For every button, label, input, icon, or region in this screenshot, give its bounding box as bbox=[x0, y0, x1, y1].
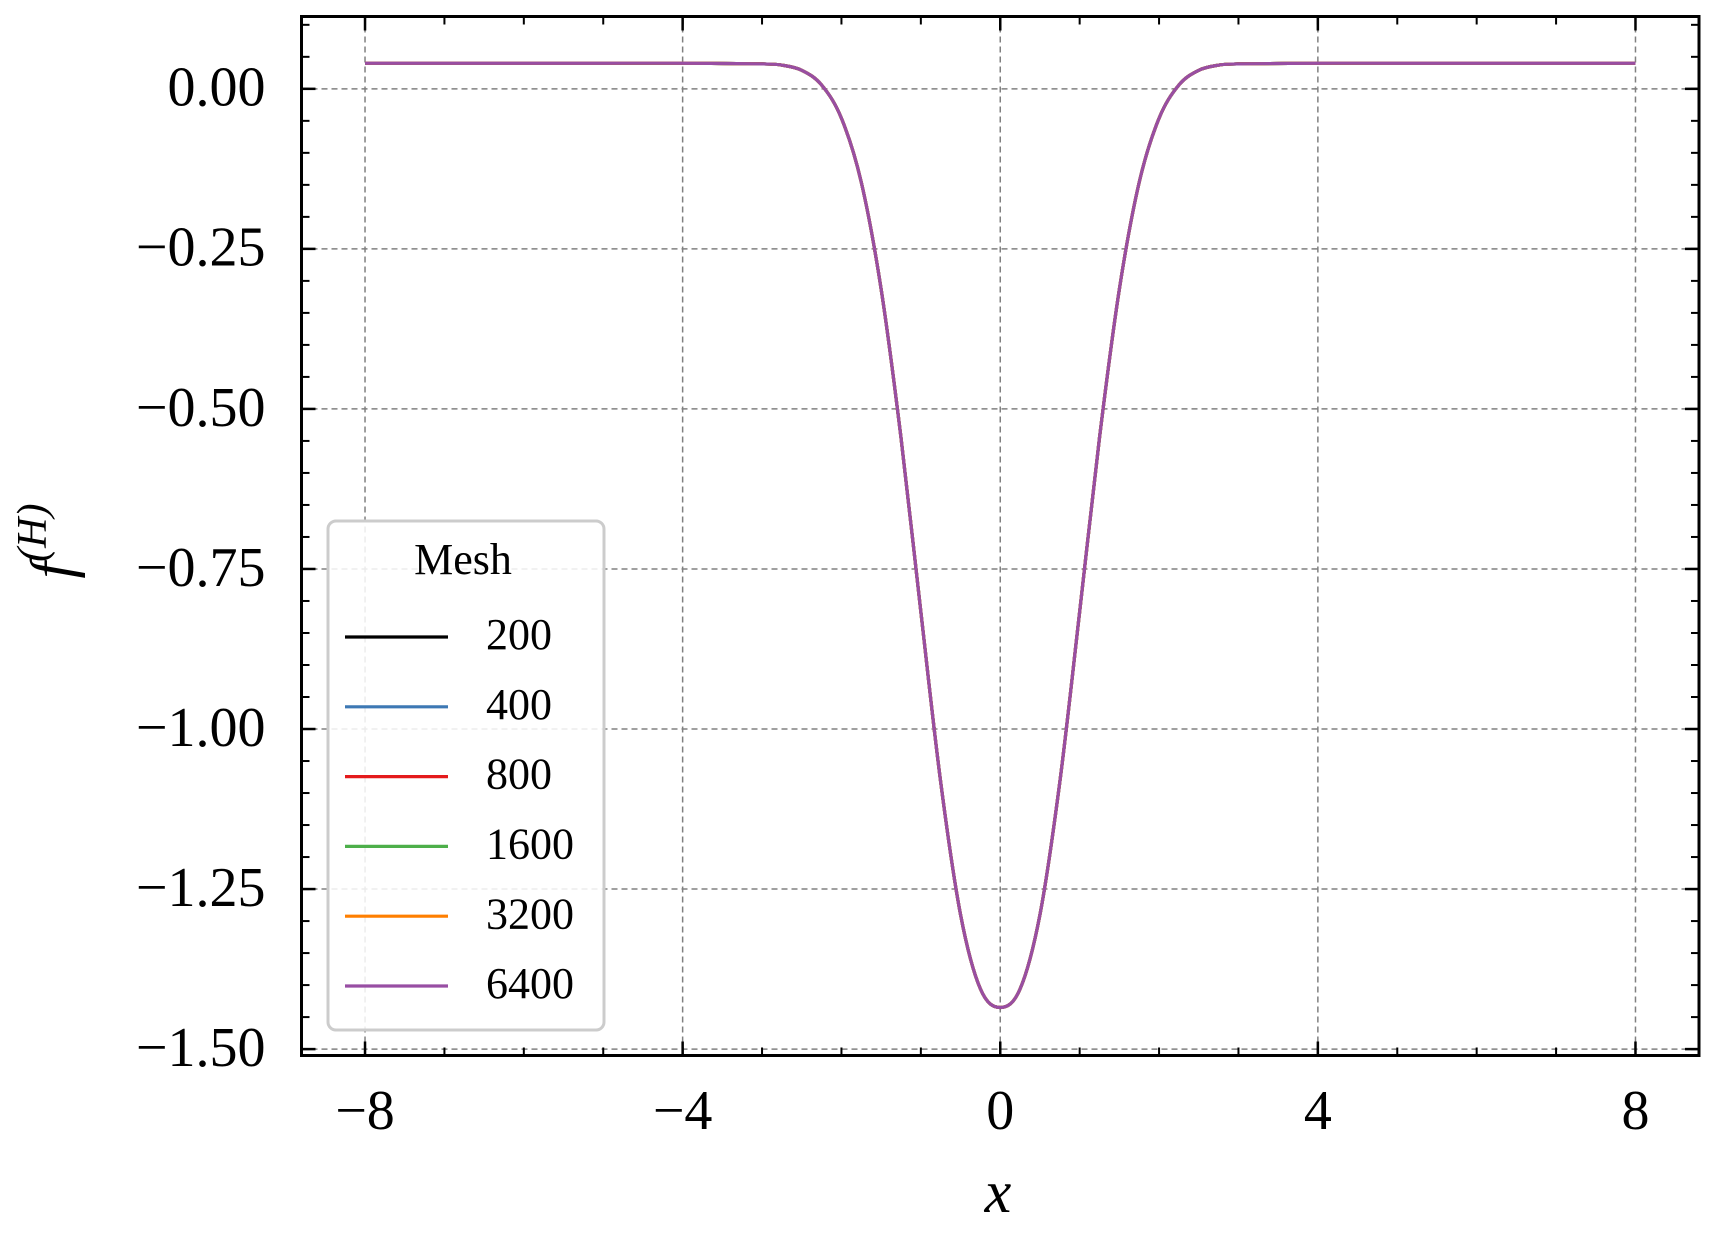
x-tick-label: −4 bbox=[653, 1080, 713, 1142]
legend-box bbox=[326, 519, 606, 1032]
y-tick-label: −1.50 bbox=[136, 1017, 266, 1079]
legend-label: 3200 bbox=[486, 889, 574, 938]
x-tick-label: 0 bbox=[986, 1080, 1014, 1142]
plot-lines bbox=[365, 61, 1636, 1010]
y-tick-label: −1.00 bbox=[136, 697, 266, 759]
legend-label: 800 bbox=[486, 750, 552, 799]
x-axis-label: x bbox=[984, 1159, 1012, 1225]
plot-frame bbox=[300, 15, 1701, 1057]
ticks: −8 −4 0 4 8 0.00 −0.25 −0.50 −0.75 −1.00 −1.25 −1.5… bbox=[136, 16, 1699, 1142]
legend-title: Mesh bbox=[414, 535, 512, 584]
x-tick-label: 4 bbox=[1304, 1080, 1332, 1142]
series-line bbox=[365, 61, 1636, 1010]
legend-label: 1600 bbox=[486, 819, 574, 868]
legend-label: 6400 bbox=[486, 959, 574, 1008]
y-axis-label-sup: (H) bbox=[10, 504, 56, 562]
legend-label: 200 bbox=[486, 610, 552, 659]
x-tick-label: −8 bbox=[335, 1080, 395, 1142]
y-tick-label: −1.25 bbox=[136, 857, 266, 919]
legend: Mesh 200 400 800 1600 3200 6400 bbox=[326, 519, 606, 1032]
x-tick-label: 8 bbox=[1621, 1080, 1649, 1142]
y-tick-label: 0.00 bbox=[168, 57, 266, 119]
y-tick-label: −0.75 bbox=[136, 537, 266, 599]
y-axis-label: f(H) bbox=[10, 504, 85, 579]
y-tick-label: −0.25 bbox=[136, 217, 266, 279]
y-tick-label: −0.50 bbox=[136, 377, 266, 439]
legend-label: 400 bbox=[486, 680, 552, 729]
